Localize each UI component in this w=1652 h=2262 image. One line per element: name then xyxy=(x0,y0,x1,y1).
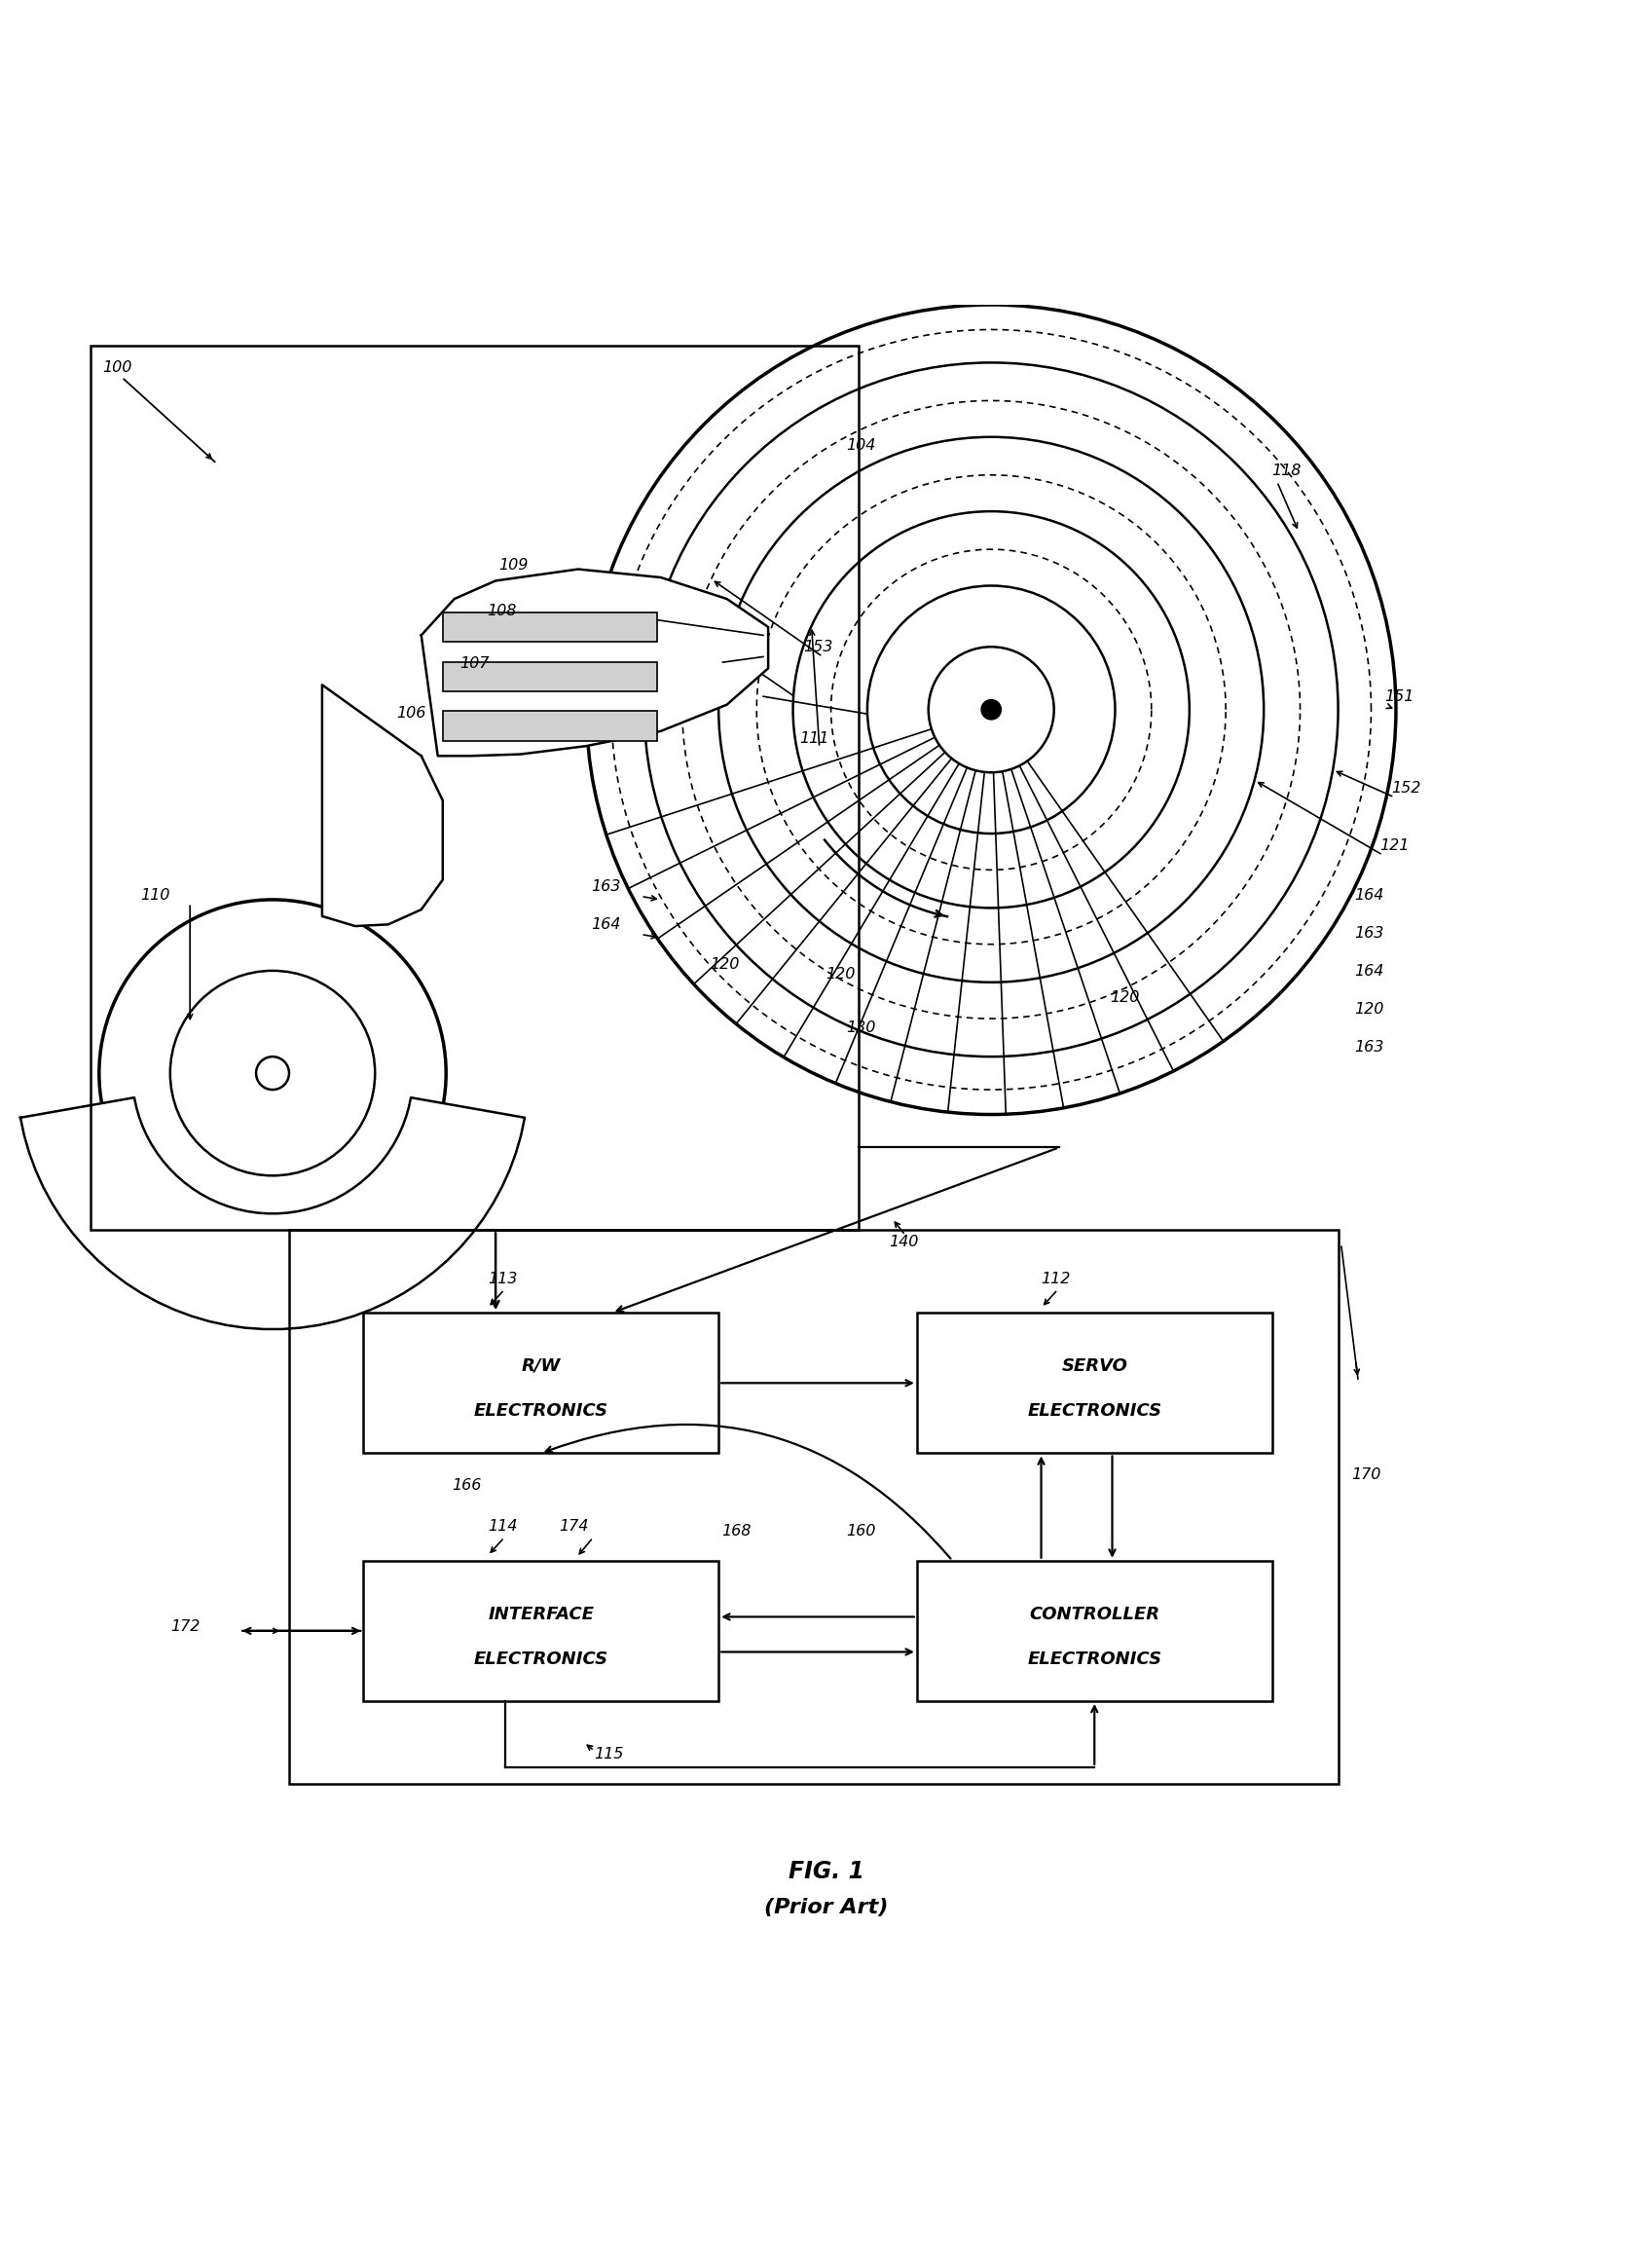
Text: 106: 106 xyxy=(396,706,426,722)
Text: INTERFACE: INTERFACE xyxy=(487,1606,595,1622)
Text: 164: 164 xyxy=(1355,889,1384,903)
Text: 160: 160 xyxy=(846,1525,876,1538)
Polygon shape xyxy=(421,570,768,756)
Text: 170: 170 xyxy=(1351,1468,1381,1482)
Text: 164: 164 xyxy=(1355,964,1384,979)
Text: 109: 109 xyxy=(499,556,529,572)
Text: 121: 121 xyxy=(1379,839,1409,853)
Bar xyxy=(443,710,657,742)
Bar xyxy=(917,1312,1272,1452)
Text: 104: 104 xyxy=(846,439,876,452)
Text: ELECTRONICS: ELECTRONICS xyxy=(1028,1651,1161,1667)
Text: 107: 107 xyxy=(459,656,489,672)
Text: ELECTRONICS: ELECTRONICS xyxy=(474,1651,608,1667)
Text: 152: 152 xyxy=(1391,780,1421,796)
Text: (Prior Art): (Prior Art) xyxy=(763,1898,889,1918)
Text: 166: 166 xyxy=(453,1477,482,1493)
Text: 120: 120 xyxy=(826,968,856,982)
Text: 113: 113 xyxy=(487,1271,517,1285)
Text: 110: 110 xyxy=(140,889,170,903)
Text: 120: 120 xyxy=(710,957,740,973)
Text: 108: 108 xyxy=(487,604,517,618)
Bar xyxy=(289,1231,1338,1785)
Polygon shape xyxy=(322,685,443,925)
Text: 153: 153 xyxy=(803,640,833,654)
Text: 120: 120 xyxy=(1110,991,1140,1004)
Text: 163: 163 xyxy=(1355,1041,1384,1054)
Text: 172: 172 xyxy=(170,1620,200,1633)
Text: ELECTRONICS: ELECTRONICS xyxy=(474,1402,608,1421)
Text: SERVO: SERVO xyxy=(1062,1357,1127,1375)
Text: 100: 100 xyxy=(102,360,132,375)
Text: 114: 114 xyxy=(487,1520,517,1534)
Text: 151: 151 xyxy=(1384,690,1414,703)
Text: 130: 130 xyxy=(846,1020,876,1034)
Bar xyxy=(91,346,859,1231)
Circle shape xyxy=(981,699,1001,719)
Text: 118: 118 xyxy=(1272,464,1302,477)
Text: 140: 140 xyxy=(889,1235,919,1249)
Bar xyxy=(363,1312,719,1452)
Text: 120: 120 xyxy=(1355,1002,1384,1016)
Text: FIG. 1: FIG. 1 xyxy=(788,1859,864,1882)
Text: 163: 163 xyxy=(591,880,621,893)
Bar xyxy=(917,1561,1272,1701)
Bar xyxy=(443,663,657,692)
Bar xyxy=(363,1561,719,1701)
Text: 168: 168 xyxy=(722,1525,752,1538)
Bar xyxy=(443,613,657,642)
Text: 112: 112 xyxy=(1041,1271,1070,1285)
Text: 111: 111 xyxy=(800,731,829,746)
Text: CONTROLLER: CONTROLLER xyxy=(1029,1606,1160,1622)
Text: 115: 115 xyxy=(595,1746,624,1762)
Text: R/W: R/W xyxy=(522,1357,560,1375)
Text: 164: 164 xyxy=(591,918,621,932)
Polygon shape xyxy=(20,1097,525,1330)
Text: 163: 163 xyxy=(1355,925,1384,941)
Text: ELECTRONICS: ELECTRONICS xyxy=(1028,1402,1161,1421)
Text: 174: 174 xyxy=(558,1520,588,1534)
